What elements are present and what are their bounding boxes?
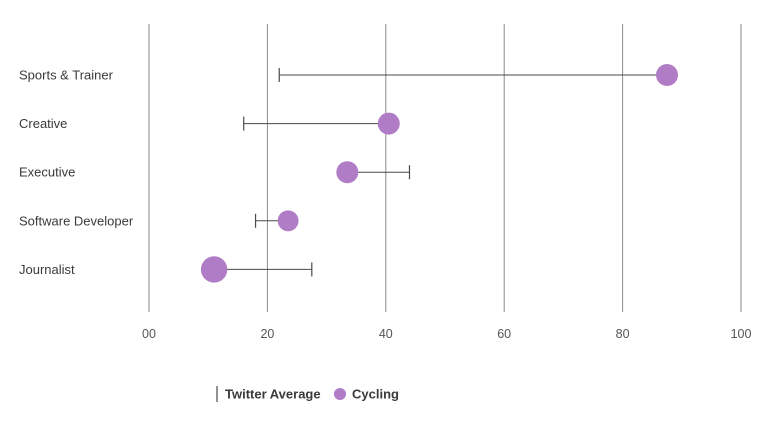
range-lines [200,64,678,283]
legend: Twitter Average Cycling [216,386,399,402]
cycling-dot [336,161,359,184]
x-tick-label: 60 [497,327,511,341]
x-tick-label: 00 [142,327,156,341]
cycling-dot [377,112,400,135]
cycling-dot [200,256,228,283]
legend-label-cycling: Cycling [352,387,399,402]
x-axis-ticks: 00 20 40 60 80 100 [142,327,751,341]
cycling-dot [656,64,678,86]
category-label: Software Developer [19,213,134,228]
cycling-dot [277,210,299,232]
x-tick-label: 80 [616,327,630,341]
category-label: Creative [19,116,67,131]
legend-cycling-icon [334,388,346,400]
category-label: Sports & Trainer [19,68,114,83]
category-label: Executive [19,165,75,180]
category-label: Journalist [19,262,75,277]
x-tick-label: 20 [260,327,274,341]
gridlines [148,24,742,312]
x-tick-label: 100 [731,327,752,341]
legend-label-twitter-average: Twitter Average [225,387,321,402]
x-tick-label: 40 [379,327,393,341]
category-labels: Sports & Trainer Creative Executive Softwar… [19,68,134,277]
